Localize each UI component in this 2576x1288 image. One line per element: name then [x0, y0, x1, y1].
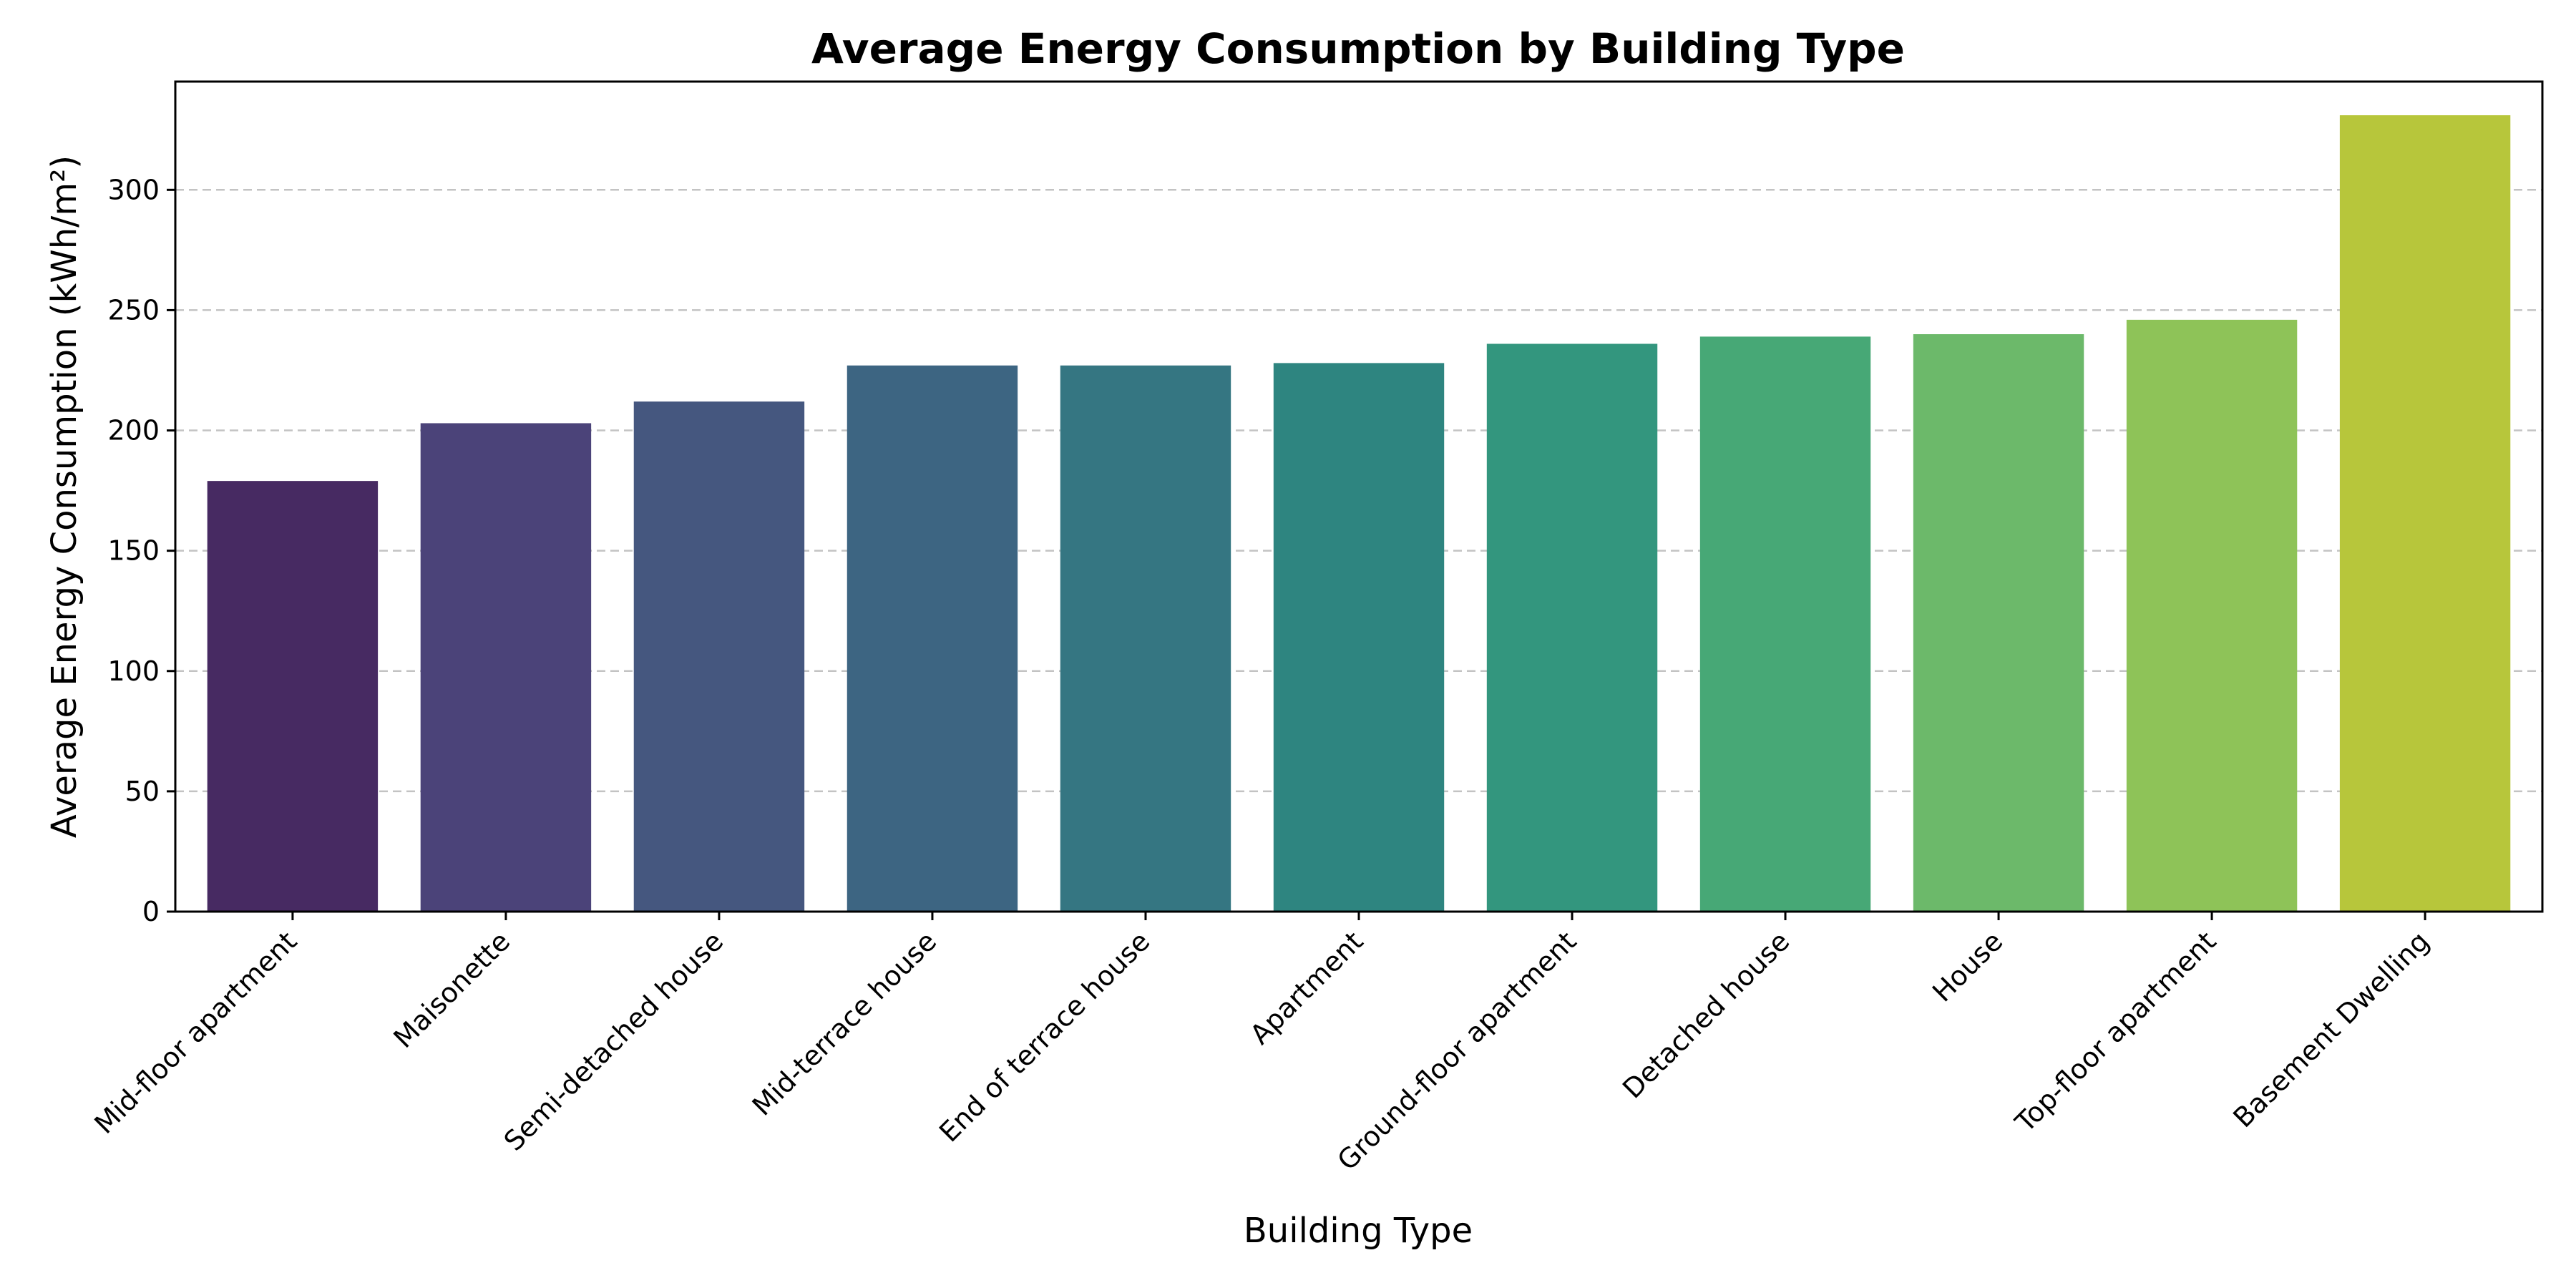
bar: [420, 423, 592, 912]
x-tick-label: House: [1926, 925, 2009, 1008]
y-tick-label: 250: [107, 294, 160, 326]
x-tick-label: Detached house: [1616, 925, 1795, 1104]
x-tick-label: Maisonette: [387, 925, 516, 1054]
x-tick-label: Basement Dwelling: [2227, 925, 2435, 1133]
x-tick-label: End of terrace house: [933, 925, 1156, 1148]
x-axis-ticks: Mid-floor apartment MaisonetteSemi-detach…: [89, 912, 2435, 1176]
x-tick-label: Ground-floor apartment: [1332, 925, 1583, 1176]
y-axis-label: Average Energy Consumption (kWh/m²): [44, 155, 84, 838]
x-tick-label: Mid-terrace house: [746, 925, 943, 1122]
bar: [633, 401, 805, 912]
bar: [1060, 365, 1231, 912]
y-axis-ticks: 0 50 100 150 200 250 300: [107, 174, 175, 927]
y-tick-label: 150: [107, 535, 160, 567]
x-tick-label: Mid-floor apartment: [89, 925, 303, 1140]
x-axis-label: Building Type: [1244, 1211, 1473, 1251]
y-tick-label: 200: [107, 415, 160, 447]
y-tick-label: 300: [107, 174, 160, 205]
bars: [207, 115, 2511, 912]
x-tick-label: Apartment: [1244, 925, 1369, 1050]
chart-title: Average Energy Consumption by Building T…: [811, 24, 1905, 73]
x-tick-label: Semi-detached house: [498, 925, 730, 1157]
y-tick-label: 0: [142, 896, 160, 927]
y-tick-label: 100: [107, 655, 160, 687]
bar: [847, 365, 1018, 912]
bar: [1273, 363, 1445, 912]
y-tick-label: 50: [125, 776, 160, 807]
bar: [1913, 334, 2084, 912]
bar: [1486, 343, 1658, 912]
x-tick-label: Top-floor apartment: [2009, 925, 2222, 1138]
bar: [2126, 319, 2298, 912]
bar: [1699, 336, 1871, 912]
bar: [207, 481, 379, 912]
bar: [2339, 115, 2511, 912]
